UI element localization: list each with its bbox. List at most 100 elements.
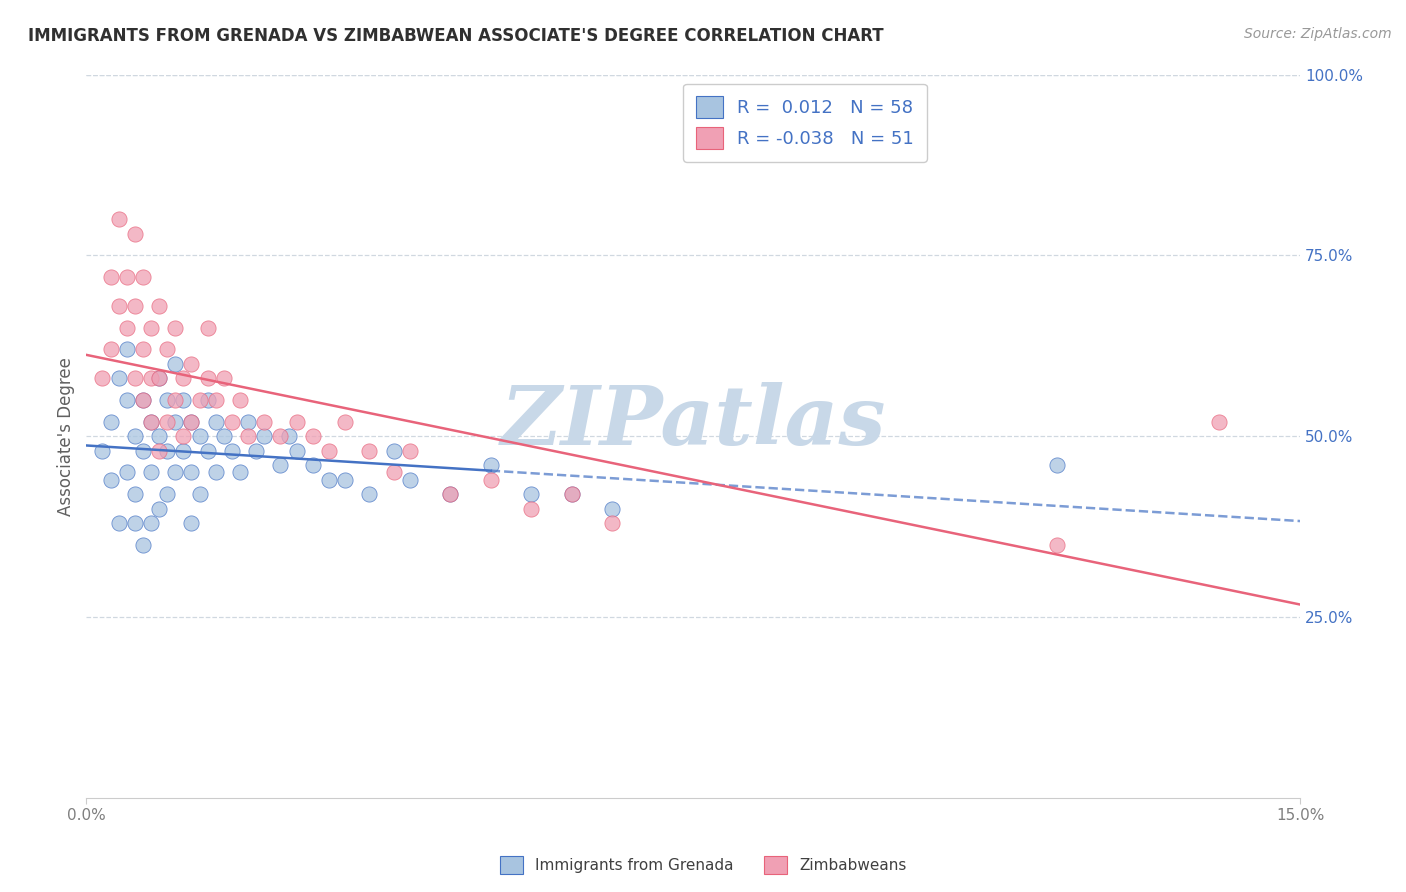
Point [165,320,187,334]
Point [188,429,211,443]
Point [180,415,202,429]
Point [439,487,461,501]
Point [156,393,179,408]
Point [132,443,155,458]
Point [172,371,194,385]
Point [132,270,155,285]
Point [172,429,194,443]
Point [197,443,219,458]
Point [165,415,187,429]
Point [172,393,194,408]
Point [520,501,543,516]
Point [236,429,259,443]
Point [132,343,155,357]
Point [561,487,583,501]
Point [139,415,162,429]
Legend: R =  0.012   N = 58, R = -0.038   N = 51: R = 0.012 N = 58, R = -0.038 N = 51 [683,84,927,162]
Point [100,415,122,429]
Point [180,357,202,371]
Point [156,343,179,357]
Point [180,415,202,429]
Point [132,393,155,408]
Point [165,393,187,408]
Point [124,516,146,530]
Point [148,299,170,313]
Point [115,343,138,357]
Point [124,371,146,385]
Text: IMMIGRANTS FROM GRENADA VS ZIMBABWEAN ASSOCIATE'S DEGREE CORRELATION CHART: IMMIGRANTS FROM GRENADA VS ZIMBABWEAN AS… [28,27,884,45]
Point [520,487,543,501]
Point [212,429,235,443]
Point [335,415,357,429]
Point [139,371,162,385]
Point [124,487,146,501]
Point [277,429,299,443]
Point [197,393,219,408]
Point [335,473,357,487]
Point [124,429,146,443]
Point [561,487,583,501]
Point [269,429,291,443]
Point [180,466,202,480]
Point [221,443,243,458]
Point [382,443,405,458]
Point [107,371,129,385]
Point [302,458,325,473]
Point [399,473,422,487]
Point [107,299,129,313]
Point [115,320,138,334]
Point [132,393,155,408]
Point [139,320,162,334]
Point [479,458,502,473]
Point [479,473,502,487]
Point [229,393,252,408]
Point [359,487,381,501]
Point [124,299,146,313]
Point [600,516,623,530]
Point [245,443,267,458]
Point [229,466,252,480]
Point [318,443,340,458]
Point [165,466,187,480]
Text: Source: ZipAtlas.com: Source: ZipAtlas.com [1244,27,1392,41]
Point [148,371,170,385]
Point [197,371,219,385]
Point [197,320,219,334]
Point [439,487,461,501]
Point [100,473,122,487]
Legend: Immigrants from Grenada, Zimbabweans: Immigrants from Grenada, Zimbabweans [494,850,912,880]
Point [148,501,170,516]
Point [156,415,179,429]
Point [269,458,291,473]
Point [359,443,381,458]
Point [221,415,243,429]
Point [1046,538,1069,552]
Point [148,443,170,458]
Point [212,371,235,385]
Point [91,443,114,458]
Point [188,487,211,501]
Point [382,466,405,480]
Point [139,466,162,480]
Point [107,516,129,530]
Point [285,443,308,458]
Point [302,429,325,443]
Point [148,429,170,443]
Point [204,466,226,480]
Point [600,501,623,516]
Point [165,357,187,371]
Point [100,343,122,357]
Point [107,212,129,227]
Point [236,415,259,429]
Point [1046,458,1069,473]
Y-axis label: Associate's Degree: Associate's Degree [58,357,75,516]
Point [156,487,179,501]
Point [139,415,162,429]
Point [253,415,276,429]
Point [124,227,146,241]
Point [172,443,194,458]
Point [91,371,114,385]
Point [188,393,211,408]
Point [148,371,170,385]
Point [285,415,308,429]
